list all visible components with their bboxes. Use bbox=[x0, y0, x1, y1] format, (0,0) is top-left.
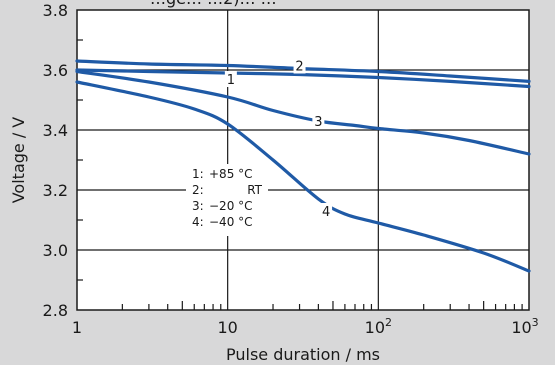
series-line-3 bbox=[75, 69, 531, 156]
x-tick-base-2: 10 bbox=[365, 318, 385, 337]
x-tick-exponent-3: 3 bbox=[532, 316, 539, 329]
x-tick-label-2: 102 bbox=[365, 316, 392, 337]
legend-key-1: 1: bbox=[192, 167, 204, 181]
x-tick-labels: 1 10 102 103 bbox=[72, 316, 539, 337]
plot-area bbox=[76, 9, 530, 311]
x-tick-label-1: 10 bbox=[217, 318, 237, 337]
x-tick-base-0: 1 bbox=[72, 318, 82, 337]
legend-entry-3: −20 °C bbox=[209, 199, 253, 213]
legend-entry-1: +85 °C bbox=[209, 167, 253, 181]
legend-key-4: 4: bbox=[192, 215, 204, 229]
series-line-1 bbox=[75, 68, 531, 89]
y-tick-label-4: 3.6 bbox=[43, 61, 68, 80]
curve-label-3: 3 bbox=[314, 115, 322, 130]
curve-label-2: 2 bbox=[295, 60, 303, 75]
minor-ticks bbox=[77, 39, 523, 310]
legend: 1: +85 °C 2: RT 3: −20 °C 4: −40 °C bbox=[186, 164, 268, 236]
x-tick-base-3: 10 bbox=[511, 318, 531, 337]
x-tick-base-1: 10 bbox=[217, 318, 237, 337]
x-tick-exponent-2: 2 bbox=[385, 316, 392, 329]
y-axis-label: Voltage / V bbox=[9, 117, 28, 204]
y-tick-label-3: 3.4 bbox=[43, 121, 68, 140]
curve-label-1: 1 bbox=[227, 73, 235, 88]
y-tick-label-2: 3.2 bbox=[43, 181, 68, 200]
curve-label-4: 4 bbox=[322, 205, 330, 220]
curve-label-bg-4 bbox=[320, 203, 333, 219]
curve-label-bg-3 bbox=[312, 113, 325, 129]
series-line-4 bbox=[75, 80, 531, 273]
legend-key-3: 3: bbox=[192, 199, 204, 213]
legend-entry-2: RT bbox=[247, 183, 262, 197]
y-tick-labels: 2.8 3.0 3.2 3.4 3.6 3.8 bbox=[43, 1, 68, 320]
curve-labels: 1 2 3 4 bbox=[224, 57, 333, 220]
curve-label-bg-2 bbox=[293, 57, 306, 74]
legend-entry-4: −40 °C bbox=[209, 215, 253, 229]
y-tick-label-5: 3.8 bbox=[43, 1, 68, 20]
y-tick-label-1: 3.0 bbox=[43, 241, 68, 260]
x-tick-label-0: 1 bbox=[72, 318, 82, 337]
chart-top-partial-text: …ge… …2)… … bbox=[150, 0, 277, 8]
y-tick-label-0: 2.8 bbox=[43, 301, 68, 320]
x-axis-label: Pulse duration / ms bbox=[226, 345, 380, 364]
curve-label-bg-1 bbox=[224, 71, 237, 87]
legend-box bbox=[186, 164, 268, 236]
x-tick-label-3: 103 bbox=[511, 316, 538, 337]
legend-key-2: 2: bbox=[192, 183, 204, 197]
